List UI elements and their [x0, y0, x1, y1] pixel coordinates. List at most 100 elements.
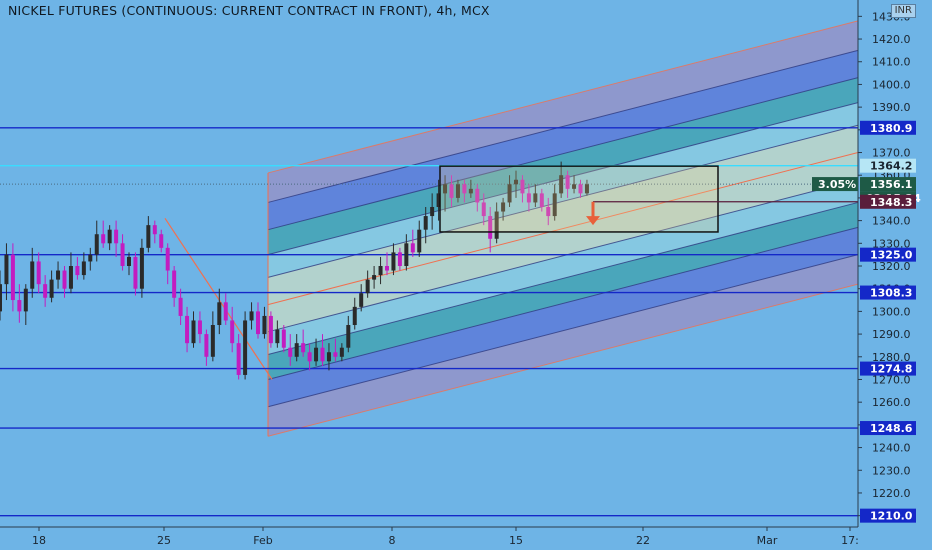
candle-body[interactable]: [56, 270, 61, 280]
candle-body[interactable]: [191, 320, 196, 344]
candle-body[interactable]: [210, 325, 215, 357]
candle-body[interactable]: [320, 347, 325, 362]
candle-body[interactable]: [417, 229, 422, 253]
candle-body[interactable]: [565, 175, 570, 189]
candle-body[interactable]: [36, 261, 41, 285]
candle-body[interactable]: [475, 188, 480, 203]
candle-body[interactable]: [294, 343, 299, 357]
candle-body[interactable]: [101, 234, 106, 244]
candle-body[interactable]: [249, 311, 254, 321]
candle-body[interactable]: [62, 270, 67, 289]
candle-body[interactable]: [410, 243, 415, 253]
candle-body[interactable]: [114, 229, 119, 244]
candle-body[interactable]: [391, 252, 396, 271]
candle-body[interactable]: [268, 315, 273, 344]
candle-body[interactable]: [501, 202, 506, 212]
candle-body[interactable]: [139, 247, 144, 289]
candle-body[interactable]: [43, 284, 48, 298]
candle-body[interactable]: [281, 329, 286, 348]
candle-body[interactable]: [462, 184, 467, 194]
candle-body[interactable]: [339, 347, 344, 357]
chart-title: NICKEL FUTURES (CONTINUOUS: CURRENT CONT…: [8, 3, 490, 18]
candle-body[interactable]: [4, 254, 9, 285]
candle-body[interactable]: [559, 175, 564, 194]
candle-body[interactable]: [333, 352, 338, 357]
candle-body[interactable]: [507, 184, 512, 203]
candle-body[interactable]: [127, 256, 131, 266]
candle-body[interactable]: [23, 288, 28, 312]
candle-body[interactable]: [404, 243, 409, 266]
candle-body[interactable]: [30, 261, 35, 289]
candle-body[interactable]: [584, 184, 589, 194]
candle-body[interactable]: [81, 261, 86, 276]
downtrend-line[interactable]: [164, 218, 273, 380]
candle-body[interactable]: [301, 343, 306, 353]
candle-body[interactable]: [49, 279, 54, 298]
candle-body[interactable]: [120, 243, 125, 266]
candle-body[interactable]: [165, 247, 170, 271]
candle-body[interactable]: [0, 284, 2, 312]
candle-body[interactable]: [385, 266, 389, 271]
candle-body[interactable]: [526, 193, 531, 203]
candle-body[interactable]: [468, 188, 473, 194]
candle-body[interactable]: [533, 193, 538, 203]
candle-body[interactable]: [449, 184, 454, 198]
candle-body[interactable]: [204, 334, 209, 357]
candle-body[interactable]: [275, 329, 280, 344]
candle-body[interactable]: [423, 216, 428, 230]
candle-body[interactable]: [443, 184, 448, 194]
candle-body[interactable]: [146, 225, 151, 248]
candle-body[interactable]: [359, 293, 364, 307]
candle-body[interactable]: [172, 270, 177, 298]
candle-body[interactable]: [397, 252, 402, 266]
candle-body[interactable]: [352, 306, 357, 326]
candle-body[interactable]: [159, 234, 164, 248]
candle-body[interactable]: [68, 266, 73, 289]
candle-body[interactable]: [75, 266, 80, 276]
candle-body[interactable]: [481, 202, 486, 217]
candle-body[interactable]: [494, 211, 499, 239]
candle-body[interactable]: [17, 300, 22, 312]
candle-body[interactable]: [223, 302, 228, 321]
candle-body[interactable]: [488, 216, 493, 239]
candle-body[interactable]: [262, 315, 267, 335]
candle-body[interactable]: [197, 320, 202, 335]
candle-body[interactable]: [514, 179, 518, 185]
candle-body[interactable]: [346, 325, 351, 348]
candle-body[interactable]: [243, 320, 248, 375]
candle-body[interactable]: [546, 206, 551, 217]
candle-body[interactable]: [94, 234, 99, 255]
candle-body[interactable]: [256, 311, 260, 335]
candle-body[interactable]: [436, 193, 441, 207]
candle-body[interactable]: [236, 343, 241, 375]
candle-body[interactable]: [552, 193, 557, 217]
candle-body[interactable]: [455, 184, 460, 198]
x-tick-label: 15: [509, 534, 523, 547]
candle-body[interactable]: [133, 256, 138, 289]
candle-body[interactable]: [185, 315, 190, 344]
candle-body[interactable]: [520, 179, 525, 194]
candle-body[interactable]: [365, 279, 370, 294]
candle-body[interactable]: [430, 206, 435, 217]
candle-body[interactable]: [230, 320, 235, 344]
candle-body[interactable]: [152, 225, 157, 235]
candle-body[interactable]: [578, 184, 583, 194]
candle-body[interactable]: [88, 254, 93, 262]
currency-badge[interactable]: INR: [890, 4, 916, 18]
candle-body[interactable]: [178, 297, 183, 316]
candle-body[interactable]: [307, 352, 312, 362]
candle-body[interactable]: [314, 347, 319, 362]
candle-body[interactable]: [372, 275, 377, 280]
channel-band-8: [268, 227, 858, 407]
candle-body[interactable]: [288, 347, 293, 357]
range-rectangle[interactable]: [439, 165, 719, 233]
candle-body[interactable]: [539, 193, 544, 207]
candle-body[interactable]: [10, 254, 15, 301]
candle-body[interactable]: [378, 266, 383, 276]
candle-body[interactable]: [217, 302, 222, 326]
candle-body[interactable]: [107, 229, 112, 244]
candle-body[interactable]: [326, 352, 331, 362]
candle-body[interactable]: [572, 184, 577, 189]
